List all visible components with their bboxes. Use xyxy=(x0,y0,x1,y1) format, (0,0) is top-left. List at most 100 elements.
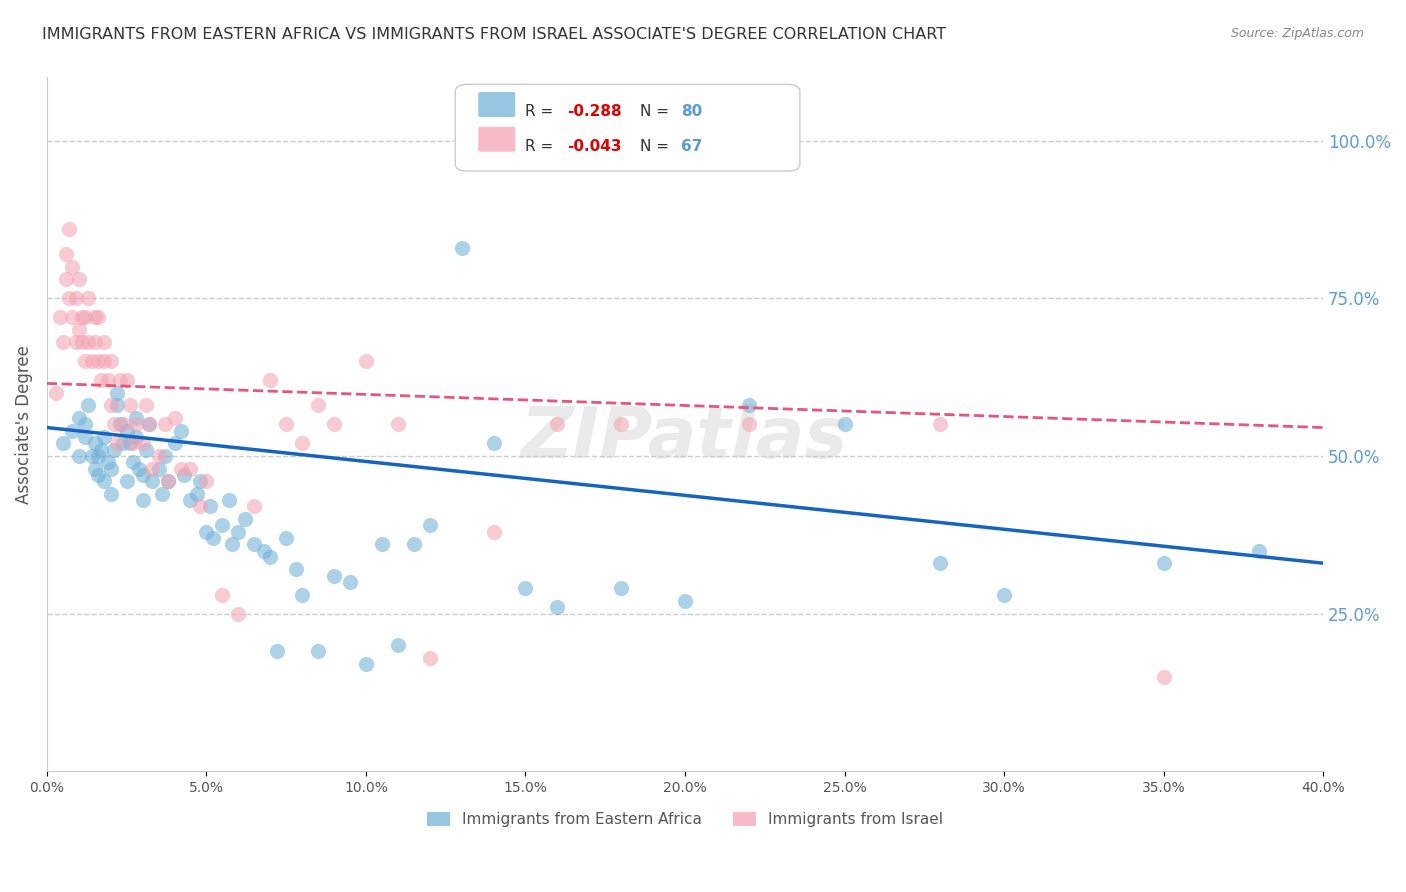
Point xyxy=(610,417,633,432)
Point xyxy=(70,335,93,350)
Point xyxy=(77,291,100,305)
Point xyxy=(371,537,394,551)
Point xyxy=(55,272,77,286)
Point xyxy=(1249,543,1271,558)
Point xyxy=(339,575,361,590)
Point xyxy=(259,373,281,387)
Point xyxy=(115,474,138,488)
Point xyxy=(131,493,153,508)
Point xyxy=(150,487,173,501)
Point xyxy=(993,588,1015,602)
Point xyxy=(179,461,201,475)
Point xyxy=(402,537,425,551)
Text: -0.043: -0.043 xyxy=(568,138,621,153)
Point xyxy=(87,449,110,463)
Point xyxy=(482,524,505,539)
Point xyxy=(70,310,93,325)
Point xyxy=(110,373,132,387)
Text: N =: N = xyxy=(640,103,675,119)
Point xyxy=(141,461,163,475)
Point xyxy=(67,449,90,463)
Point xyxy=(90,373,112,387)
Point xyxy=(118,399,141,413)
Point xyxy=(929,417,952,432)
Point xyxy=(1153,670,1175,684)
Point xyxy=(148,449,170,463)
Text: Source: ZipAtlas.com: Source: ZipAtlas.com xyxy=(1230,27,1364,40)
Text: N =: N = xyxy=(640,138,675,153)
Point xyxy=(163,436,186,450)
Point xyxy=(75,417,97,432)
Point xyxy=(100,399,122,413)
Point xyxy=(243,500,266,514)
Point xyxy=(291,588,314,602)
Point xyxy=(450,241,472,255)
Point xyxy=(188,474,211,488)
Point xyxy=(112,436,135,450)
Point xyxy=(195,524,218,539)
Point xyxy=(87,310,110,325)
Point xyxy=(122,436,145,450)
Point xyxy=(62,310,84,325)
Point xyxy=(323,569,346,583)
Point xyxy=(186,487,208,501)
Point xyxy=(738,399,761,413)
Point xyxy=(100,461,122,475)
Point xyxy=(65,291,87,305)
Legend: Immigrants from Eastern Africa, Immigrants from Israel: Immigrants from Eastern Africa, Immigran… xyxy=(420,805,949,833)
Point xyxy=(58,291,80,305)
Point xyxy=(100,354,122,368)
Point xyxy=(80,449,103,463)
Point xyxy=(198,500,221,514)
Point xyxy=(65,335,87,350)
Point xyxy=(218,493,240,508)
Point xyxy=(157,474,180,488)
Point xyxy=(115,424,138,438)
Point xyxy=(276,531,298,545)
Point xyxy=(105,399,128,413)
Point xyxy=(93,354,115,368)
Point xyxy=(122,455,145,469)
Point xyxy=(67,323,90,337)
Point xyxy=(83,436,105,450)
Point xyxy=(419,518,441,533)
Point xyxy=(77,335,100,350)
Text: R =: R = xyxy=(526,138,558,153)
Point xyxy=(62,260,84,274)
Point xyxy=(228,524,250,539)
Point xyxy=(138,417,160,432)
Point xyxy=(211,518,233,533)
Point xyxy=(323,417,346,432)
Point xyxy=(135,442,157,457)
Point xyxy=(243,537,266,551)
Point xyxy=(610,582,633,596)
Point xyxy=(221,537,243,551)
Point xyxy=(929,556,952,570)
Point xyxy=(83,310,105,325)
Point xyxy=(419,650,441,665)
Point xyxy=(125,417,148,432)
Point xyxy=(105,436,128,450)
Point xyxy=(112,417,135,432)
Point xyxy=(135,399,157,413)
Point xyxy=(228,607,250,621)
Point xyxy=(58,222,80,236)
Point xyxy=(67,411,90,425)
Point xyxy=(62,424,84,438)
Point xyxy=(83,461,105,475)
Point xyxy=(546,417,568,432)
Point xyxy=(515,582,537,596)
Point xyxy=(253,543,276,558)
FancyBboxPatch shape xyxy=(456,85,800,171)
Point xyxy=(125,430,148,444)
Point xyxy=(45,385,67,400)
Point xyxy=(211,588,233,602)
Point xyxy=(482,436,505,450)
Point xyxy=(170,461,193,475)
Point xyxy=(103,442,125,457)
Point xyxy=(118,436,141,450)
Point xyxy=(276,417,298,432)
Point xyxy=(233,512,256,526)
Point xyxy=(201,531,224,545)
Point xyxy=(93,474,115,488)
